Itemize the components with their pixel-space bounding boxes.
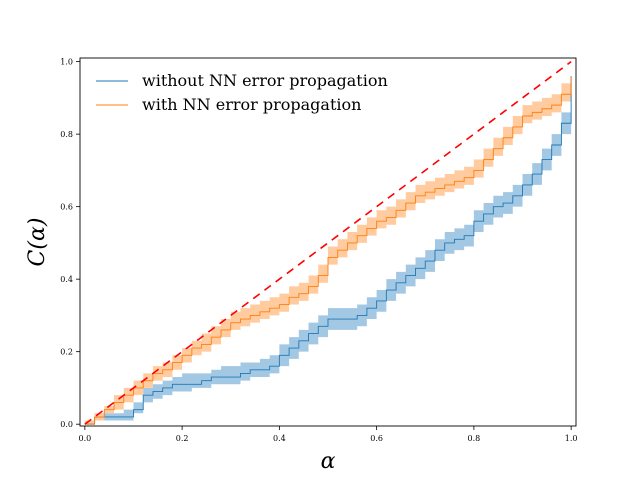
x-tick-label-0.0: 0.0: [78, 434, 91, 443]
y-tick-label-0.6: 0.6: [60, 203, 73, 212]
legend: without NN error propagation with NN err…: [96, 71, 388, 114]
x-tick-label-0.8: 0.8: [468, 434, 481, 443]
plot-frame: [79, 57, 577, 427]
x-axis-ticks: 0.0 0.2 0.4 0.6 0.8 1.0: [78, 426, 578, 443]
line-without-nn: [84, 76, 572, 425]
band-with-nn: [84, 65, 572, 425]
y-tick-label-0.2: 0.2: [60, 348, 73, 357]
line-with-nn: [84, 76, 572, 425]
reference-line: [84, 60, 572, 425]
y-axis-ticks: 0.0 0.2 0.4 0.6 0.8 1.0: [60, 58, 80, 429]
uncertainty-bands: [84, 65, 572, 425]
y-tick-label-0.0: 0.0: [60, 420, 73, 429]
y-tick-label-0.8: 0.8: [60, 130, 73, 139]
x-tick-label-0.2: 0.2: [176, 434, 189, 443]
reference-diagonal: [84, 60, 572, 425]
x-tick-label-0.4: 0.4: [273, 434, 286, 443]
y-axis-label: C(α): [25, 218, 50, 267]
x-tick-label-0.6: 0.6: [370, 434, 383, 443]
y-tick-label-1.0: 1.0: [60, 58, 73, 67]
series-lines: [84, 76, 572, 425]
legend-label-without-nn: without NN error propagation: [142, 71, 388, 90]
x-tick-label-1.0: 1.0: [565, 434, 578, 443]
y-tick-label-0.4: 0.4: [60, 275, 73, 284]
x-axis-label: α: [321, 449, 336, 474]
legend-label-with-nn: with NN error propagation: [142, 95, 361, 114]
